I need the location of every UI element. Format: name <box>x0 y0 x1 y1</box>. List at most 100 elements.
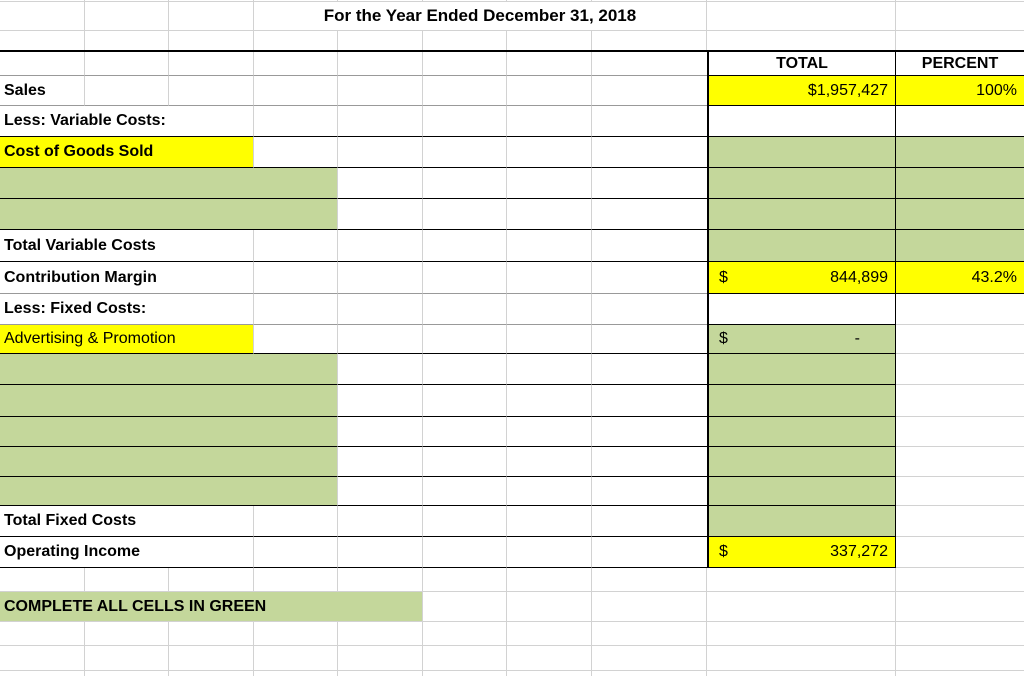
cell-less-fixed-label[interactable]: Less: Fixed Costs: <box>0 294 254 325</box>
cell-less-variable-total[interactable] <box>707 106 896 137</box>
cell-fixed-total-input[interactable] <box>707 385 896 417</box>
cell-total-fixed-total-input[interactable] <box>707 506 896 537</box>
cell-fixed-label-input[interactable] <box>0 354 338 385</box>
grid-cell <box>85 2 169 31</box>
cell-contribution-total[interactable]: $ 844,899 <box>707 262 896 294</box>
grid-cell <box>423 671 507 676</box>
cell-sales-percent[interactable]: 100% <box>896 76 1024 106</box>
grid-cell <box>507 417 592 447</box>
grid-cell <box>338 671 423 676</box>
cell-contribution-percent[interactable]: 43.2% <box>896 262 1024 294</box>
grid-cell <box>896 2 1024 31</box>
grid-cell <box>507 506 592 537</box>
cell-variable-total-input[interactable] <box>707 168 896 199</box>
cell-variable-label-input[interactable] <box>0 199 338 230</box>
row-empty <box>0 568 1024 592</box>
cell-advertising-total-input[interactable]: $ - <box>707 325 896 354</box>
grid-cell <box>169 76 254 106</box>
grid-cell <box>169 52 254 76</box>
cell-sales-label[interactable]: Sales <box>0 76 85 106</box>
grid-cell <box>507 385 592 417</box>
cell-variable-label-input[interactable] <box>0 168 338 199</box>
cell-operating-income-label[interactable]: Operating Income <box>0 537 254 568</box>
cell-cogs-total-input[interactable] <box>707 137 896 168</box>
grid-cell <box>254 568 338 592</box>
grid-cell <box>85 52 169 76</box>
cell-variable-percent-input[interactable] <box>896 199 1024 230</box>
grid-cell <box>507 622 592 646</box>
grid-cell <box>338 106 423 137</box>
row-top-sliver <box>0 0 1024 2</box>
cell-cogs-label[interactable]: Cost of Goods Sold <box>0 137 254 168</box>
grid-cell <box>169 646 254 671</box>
row-empty <box>0 671 1024 676</box>
grid-cell <box>338 262 423 294</box>
cell-less-fixed-total[interactable] <box>707 294 896 325</box>
grid-cell <box>592 168 707 199</box>
grid-cell <box>0 622 85 646</box>
cell-fixed-total-input[interactable] <box>707 477 896 506</box>
grid-cell <box>423 106 507 137</box>
grid-cell <box>423 646 507 671</box>
grid-cell <box>338 137 423 168</box>
cell-advertising-label[interactable]: Advertising & Promotion <box>0 325 254 354</box>
cell-less-variable-percent[interactable] <box>896 106 1024 137</box>
grid-cell <box>507 568 592 592</box>
grid-cell <box>507 671 592 676</box>
cell-total-variable-percent-input[interactable] <box>896 230 1024 262</box>
cell-total-variable-label[interactable]: Total Variable Costs <box>0 230 254 262</box>
grid-cell <box>592 31 707 50</box>
grid-cell <box>338 568 423 592</box>
grid-cell <box>85 671 169 676</box>
grid-cell <box>423 354 507 385</box>
cell-variable-total-input[interactable] <box>707 199 896 230</box>
grid-cell <box>338 447 423 477</box>
header-percent: PERCENT <box>896 52 1024 76</box>
grid-cell <box>423 417 507 447</box>
grid-cell <box>507 199 592 230</box>
grid-cell <box>423 52 507 76</box>
cell-fixed-total-input[interactable] <box>707 354 896 385</box>
cell-fixed-total-input[interactable] <box>707 417 896 447</box>
cell-sales-total[interactable]: $1,957,427 <box>707 76 896 106</box>
grid-cell <box>338 199 423 230</box>
grid-cell <box>507 31 592 50</box>
grid-cell <box>707 2 896 31</box>
cell-fixed-label-input[interactable] <box>0 385 338 417</box>
cell-total-fixed-percent <box>896 506 1024 537</box>
cell-less-fixed-percent[interactable] <box>896 294 1024 325</box>
grid-cell <box>0 0 85 2</box>
grid-cell <box>338 52 423 76</box>
cell-contribution-label[interactable]: Contribution Margin <box>0 262 254 294</box>
cell-total-fixed-label[interactable]: Total Fixed Costs <box>0 506 254 537</box>
cell-operating-income-total[interactable]: $ 337,272 <box>707 537 896 568</box>
cell-advertising-percent[interactable] <box>896 325 1024 354</box>
cell-fixed-label-input[interactable] <box>0 447 338 477</box>
grid-cell <box>423 168 507 199</box>
cell-fixed-total-input[interactable] <box>707 447 896 477</box>
cell-fixed-label-input[interactable] <box>0 417 338 447</box>
grid-cell <box>338 0 423 2</box>
row-contribution-margin: Contribution Margin $ 844,899 43.2% <box>0 262 1024 294</box>
grid-cell <box>707 0 896 2</box>
cell-total-variable-total-input[interactable] <box>707 230 896 262</box>
grid-cell <box>169 31 254 50</box>
row-variable-cost-input-1 <box>0 168 1024 199</box>
row-fixed-cost-input-1 <box>0 354 1024 385</box>
cell-less-variable-label[interactable]: Less: Variable Costs: <box>0 106 254 137</box>
cell-cogs-percent-input[interactable] <box>896 137 1024 168</box>
grid-cell <box>85 76 169 106</box>
cell-variable-percent-input[interactable] <box>896 168 1024 199</box>
row-empty-above-header <box>0 31 1024 52</box>
grid-cell <box>0 31 85 50</box>
grid-cell <box>254 622 338 646</box>
grid-cell <box>592 354 707 385</box>
grid-cell <box>338 354 423 385</box>
grid-cell <box>423 76 507 106</box>
grid-cell <box>169 0 254 2</box>
cell-fixed-label-input[interactable] <box>0 477 338 506</box>
grid-cell <box>0 568 85 592</box>
grid-cell <box>254 31 338 50</box>
grid-cell <box>338 168 423 199</box>
currency-symbol: $ <box>719 268 728 286</box>
